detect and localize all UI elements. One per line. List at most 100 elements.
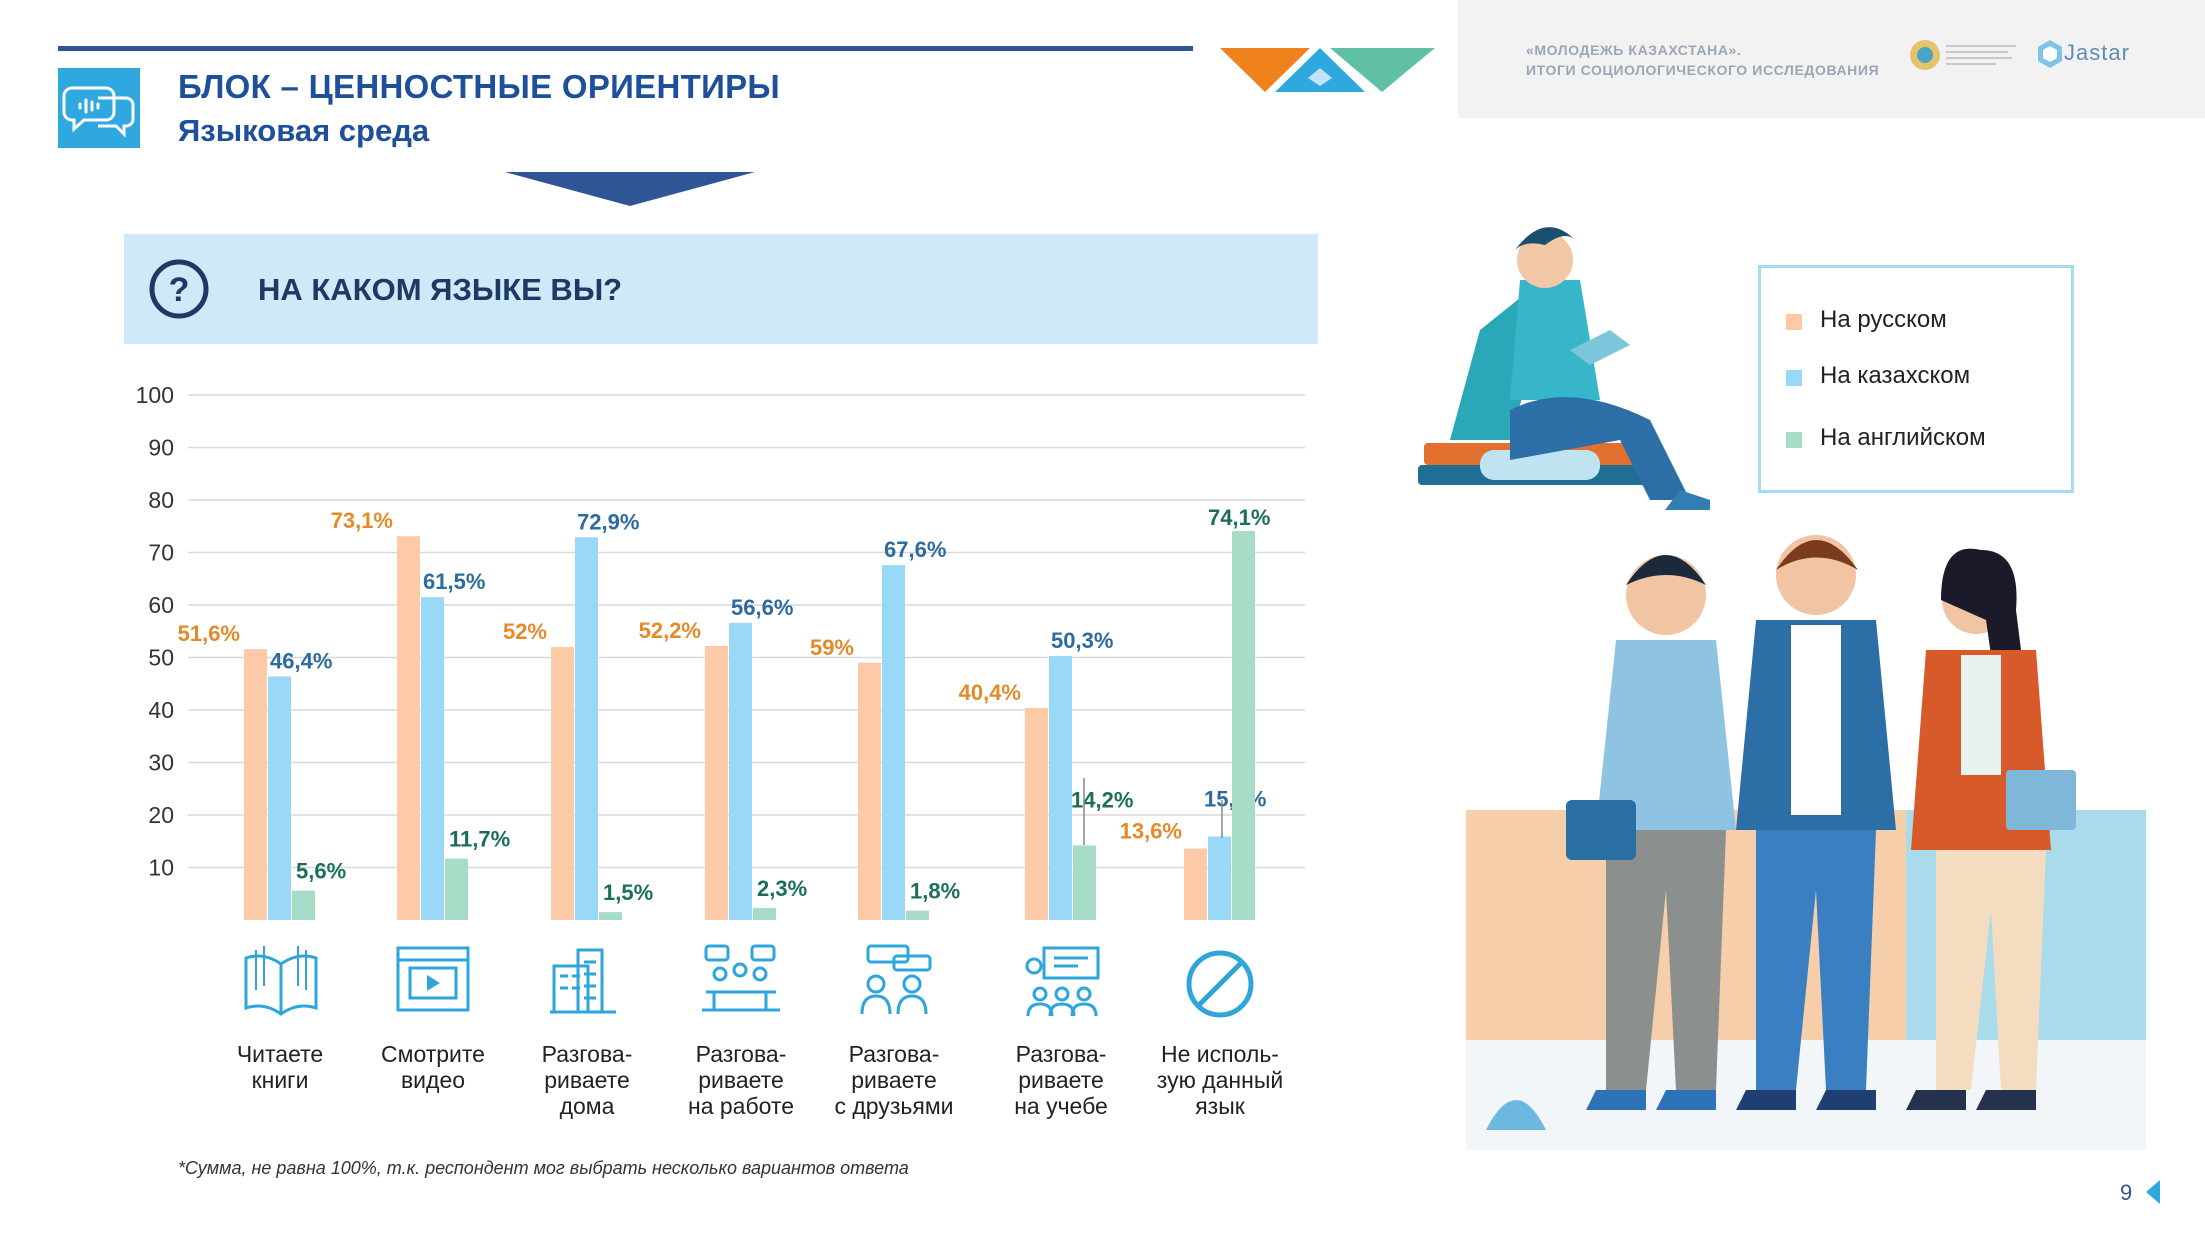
bar (575, 537, 598, 920)
report-title-line2: ИТОГИ СОЦИОЛОГИЧЕСКОГО ИССЛЕДОВАНИЯ (1526, 62, 1880, 78)
x-category-label: Читаете (237, 1041, 323, 1067)
jastar-logo-icon (2038, 40, 2062, 68)
bar (1049, 655, 1072, 920)
question-icon: ? (149, 259, 209, 319)
x-category-label: дома (560, 1093, 615, 1119)
x-category-label: Разгова- (696, 1041, 787, 1067)
emblem-icon (1910, 40, 1940, 70)
data-label: 11,7% (449, 827, 510, 852)
bar (753, 907, 776, 920)
y-tick-label: 90 (148, 435, 174, 461)
x-category-label: Разгова- (1016, 1041, 1107, 1067)
x-category-label: риваете (851, 1067, 937, 1093)
data-label: 13,6% (1120, 819, 1182, 844)
data-label: 74,1% (1208, 505, 1270, 530)
x-category-label: Не исполь- (1161, 1041, 1279, 1067)
bar (292, 890, 315, 920)
book-icon (244, 946, 318, 1016)
bar (858, 662, 881, 920)
data-label: 72,9% (577, 509, 639, 534)
page-arrow-icon (2146, 1180, 2160, 1204)
x-category-label: риваете (1018, 1067, 1104, 1093)
data-label: 5,6% (296, 859, 346, 884)
chart-legend (1758, 265, 2074, 493)
bar (599, 912, 622, 920)
x-category-label: язык (1195, 1093, 1246, 1119)
x-category-label: на учебе (1014, 1093, 1108, 1119)
legend-label-russian: На русском (1820, 306, 1947, 333)
legend-swatch-kazakh (1786, 370, 1802, 386)
work-meeting-icon (702, 944, 780, 1012)
bar (1208, 836, 1231, 920)
x-category-label: риваете (544, 1067, 630, 1093)
bar (445, 858, 468, 920)
page-title: БЛОК – ЦЕННОСТНЫЕ ОРИЕНТИРЫ (178, 68, 781, 105)
report-header-panel (1458, 0, 2205, 118)
legend-swatch-english (1786, 432, 1802, 448)
data-label: 1,5% (603, 880, 653, 905)
page-number: 9 (2120, 1180, 2133, 1205)
x-category-label: на работе (688, 1093, 794, 1119)
y-tick-label: 80 (148, 487, 174, 513)
bar (244, 649, 267, 920)
prohibited-icon (1186, 950, 1254, 1018)
data-label: 2,3% (757, 876, 807, 901)
data-label: 59% (810, 635, 854, 660)
ornament-triangles-icon (1220, 48, 1435, 92)
students-talking-illustration (1466, 535, 2146, 1150)
report-title-line1: «МОЛОДЕЖЬ КАЗАХСТАНА». (1526, 42, 1742, 58)
y-tick-label: 50 (148, 645, 174, 671)
data-label: 56,6% (731, 595, 793, 620)
y-tick-label: 20 (148, 802, 174, 828)
data-label: 1,8% (910, 879, 960, 904)
report-title: «МОЛОДЕЖЬ КАЗАХСТАНА». ИТОГИ СОЦИОЛОГИЧЕ… (1526, 40, 1879, 80)
video-icon (396, 946, 470, 1012)
x-category-label: Смотрите (381, 1041, 485, 1067)
data-label: 46,4% (270, 648, 332, 673)
data-label: 14,2% (1071, 787, 1133, 812)
y-tick-label: 70 (148, 540, 174, 566)
y-tick-label: 60 (148, 592, 174, 618)
y-tick-label: 30 (148, 750, 174, 776)
x-category-label: риваете (698, 1067, 784, 1093)
header-rule (58, 46, 1193, 51)
y-tick-label: 40 (148, 697, 174, 723)
friends-chat-icon (860, 944, 932, 1015)
dropdown-triangle-icon (505, 172, 755, 206)
legend-label-english: На английском (1820, 424, 1986, 451)
classroom-icon (1025, 946, 1100, 1017)
x-category-label: Разгова- (849, 1041, 940, 1067)
x-category-label: с друзьями (835, 1093, 954, 1119)
page-subtitle: Языковая среда (178, 113, 430, 148)
x-category-label: зую данный (1157, 1067, 1283, 1093)
bar (882, 565, 905, 920)
bar (906, 910, 929, 920)
legend-label-kazakh: На казахском (1820, 362, 1971, 389)
data-label: 52% (503, 619, 547, 644)
data-label: 73,1% (331, 508, 393, 533)
y-tick-label: 10 (148, 855, 174, 881)
legend-swatch-russian (1786, 314, 1802, 330)
x-category-label: Разгова- (542, 1041, 633, 1067)
x-category-label: видео (401, 1067, 465, 1093)
bar (705, 645, 728, 920)
data-label: 51,6% (178, 621, 240, 646)
bar (1232, 530, 1255, 920)
house-icon (550, 948, 616, 1014)
bar-chart: 10 20 30 40 50 60 70 80 90 100 51,6% 46,4% 5,6% Читае… (136, 382, 1305, 1119)
chat-voice-icon (58, 68, 140, 148)
x-category-label: книги (252, 1067, 309, 1093)
bar (421, 597, 444, 920)
bar (1184, 848, 1207, 920)
data-label: 50,3% (1051, 628, 1113, 653)
student-reading-illustration (1418, 227, 1710, 510)
bar (1025, 707, 1048, 920)
jastar-logo-text: Jastar (2064, 40, 2130, 65)
data-label: 61,5% (423, 569, 485, 594)
question-banner (124, 234, 1318, 344)
data-label: 52,2% (639, 618, 701, 643)
footnote: *Сумма, не равна 100%, т.к. респондент м… (178, 1158, 909, 1178)
data-label: 67,6% (884, 537, 946, 562)
data-label: 40,4% (959, 680, 1021, 705)
bar (1073, 845, 1096, 920)
